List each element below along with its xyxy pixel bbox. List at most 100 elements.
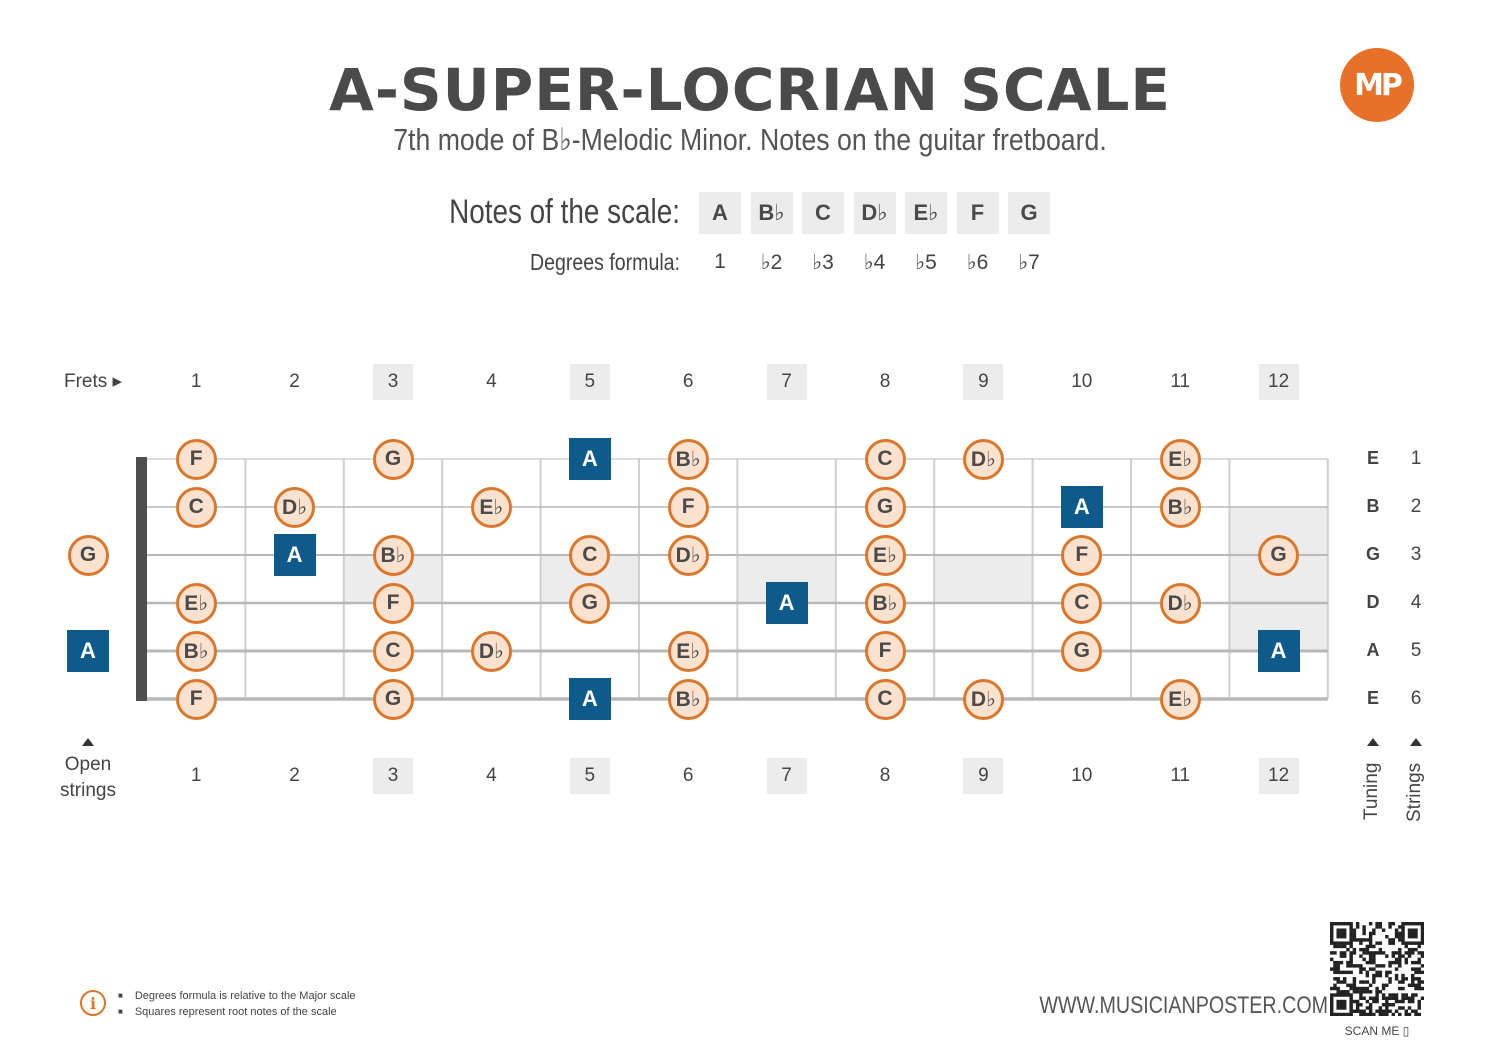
qr-module bbox=[1333, 960, 1337, 965]
qr-module bbox=[1391, 951, 1396, 955]
qr-module bbox=[1385, 996, 1389, 1000]
qr-module bbox=[1339, 1003, 1344, 1007]
qr-module bbox=[1368, 990, 1373, 994]
qr-module bbox=[1381, 1012, 1386, 1016]
tuning-note: D bbox=[1366, 592, 1380, 612]
qr-module bbox=[1381, 983, 1386, 988]
strings-arrow-icon bbox=[1410, 738, 1422, 746]
scale-note-circle: D♭ bbox=[1159, 582, 1201, 624]
website-link[interactable]: WWW.MUSICIANPOSTER.COM bbox=[1039, 992, 1329, 1019]
qr-module bbox=[1372, 928, 1376, 932]
qr-module bbox=[1414, 967, 1418, 971]
qr-module bbox=[1336, 970, 1340, 975]
qr-module bbox=[1420, 922, 1424, 926]
qr-module bbox=[1411, 967, 1415, 971]
qr-module bbox=[1411, 951, 1415, 955]
scan-me-label: SCAN ME ▯ bbox=[1330, 1024, 1424, 1038]
scale-note-circle: D♭ bbox=[274, 486, 316, 528]
scale-note-circle: G bbox=[864, 486, 906, 528]
fret-number: 7 bbox=[766, 364, 807, 400]
qr-module bbox=[1359, 986, 1363, 991]
musicianposter-logo[interactable]: MP bbox=[1340, 48, 1414, 122]
fret-number: 5 bbox=[569, 364, 610, 400]
qr-module bbox=[1346, 960, 1350, 965]
qr-module bbox=[1417, 944, 1421, 949]
qr-code-icon[interactable] bbox=[1330, 922, 1424, 1016]
string-number: 2 bbox=[1410, 496, 1422, 517]
qr-module bbox=[1365, 986, 1370, 991]
qr-module bbox=[1404, 941, 1408, 945]
qr-module bbox=[1388, 1003, 1392, 1007]
qr-module bbox=[1404, 1009, 1408, 1013]
qr-module bbox=[1336, 1012, 1340, 1016]
qr-module bbox=[1401, 925, 1405, 929]
qr-module bbox=[1407, 983, 1412, 988]
qr-module bbox=[1417, 951, 1421, 955]
qr-module bbox=[1362, 980, 1366, 984]
qr-module bbox=[1411, 931, 1415, 936]
tuning-arrow-icon bbox=[1367, 738, 1379, 746]
qr-module bbox=[1349, 957, 1353, 962]
qr-module bbox=[1401, 1006, 1405, 1010]
qr-module bbox=[1420, 970, 1424, 975]
qr-module bbox=[1342, 1006, 1347, 1010]
qr-module bbox=[1414, 986, 1418, 991]
qr-module bbox=[1385, 1006, 1389, 1010]
qr-module bbox=[1385, 970, 1389, 975]
qr-module bbox=[1333, 944, 1337, 949]
scale-note-circle: G bbox=[67, 534, 109, 576]
qr-module bbox=[1330, 967, 1334, 971]
qr-module bbox=[1378, 925, 1383, 929]
qr-module bbox=[1339, 1012, 1344, 1016]
fret-number: 5 bbox=[569, 758, 610, 794]
qr-module bbox=[1349, 944, 1353, 949]
qr-module bbox=[1346, 947, 1350, 952]
qr-module bbox=[1368, 967, 1373, 971]
open-strings-line1: Open bbox=[64, 754, 112, 775]
fret-number: 10 bbox=[1071, 765, 1093, 786]
qr-module bbox=[1375, 925, 1379, 929]
tuning-note: G bbox=[1365, 544, 1380, 564]
qr-module bbox=[1346, 993, 1350, 997]
qr-module bbox=[1349, 922, 1353, 926]
qr-module bbox=[1378, 1009, 1383, 1013]
qr-module bbox=[1407, 931, 1412, 936]
qr-module bbox=[1398, 934, 1402, 939]
qr-module bbox=[1420, 938, 1424, 942]
qr-module bbox=[1385, 973, 1389, 978]
qr-module bbox=[1385, 1003, 1389, 1007]
qr-module bbox=[1359, 980, 1363, 984]
qr-module bbox=[1365, 938, 1370, 942]
qr-module bbox=[1355, 964, 1360, 968]
fretboard-nut bbox=[136, 457, 147, 701]
qr-module bbox=[1414, 977, 1418, 981]
qr-module bbox=[1401, 941, 1405, 945]
qr-module bbox=[1417, 967, 1421, 971]
qr-module bbox=[1330, 1006, 1334, 1010]
qr-module bbox=[1420, 941, 1424, 945]
qr-module bbox=[1414, 960, 1418, 965]
qr-module bbox=[1385, 1012, 1389, 1016]
qr-module bbox=[1394, 934, 1399, 939]
qr-module bbox=[1368, 944, 1373, 949]
fret-number: 12 bbox=[1258, 364, 1299, 400]
qr-module bbox=[1394, 951, 1399, 955]
qr-module bbox=[1349, 925, 1353, 929]
qr-module bbox=[1339, 990, 1344, 994]
qr-module bbox=[1388, 938, 1392, 942]
qr-module bbox=[1336, 964, 1340, 968]
qr-module bbox=[1378, 922, 1383, 926]
qr-module bbox=[1352, 986, 1357, 991]
qr-module bbox=[1417, 970, 1421, 975]
qr-module bbox=[1339, 980, 1344, 984]
qr-module bbox=[1372, 980, 1376, 984]
qr-module bbox=[1333, 964, 1337, 968]
qr-module bbox=[1375, 986, 1379, 991]
qr-module bbox=[1391, 993, 1396, 997]
qr-module bbox=[1336, 928, 1340, 932]
qr-module bbox=[1336, 967, 1340, 971]
scale-degree: ♭3 bbox=[812, 251, 834, 274]
qr-module bbox=[1368, 996, 1373, 1000]
qr-module bbox=[1372, 954, 1376, 958]
fret-number: 8 bbox=[879, 371, 891, 392]
